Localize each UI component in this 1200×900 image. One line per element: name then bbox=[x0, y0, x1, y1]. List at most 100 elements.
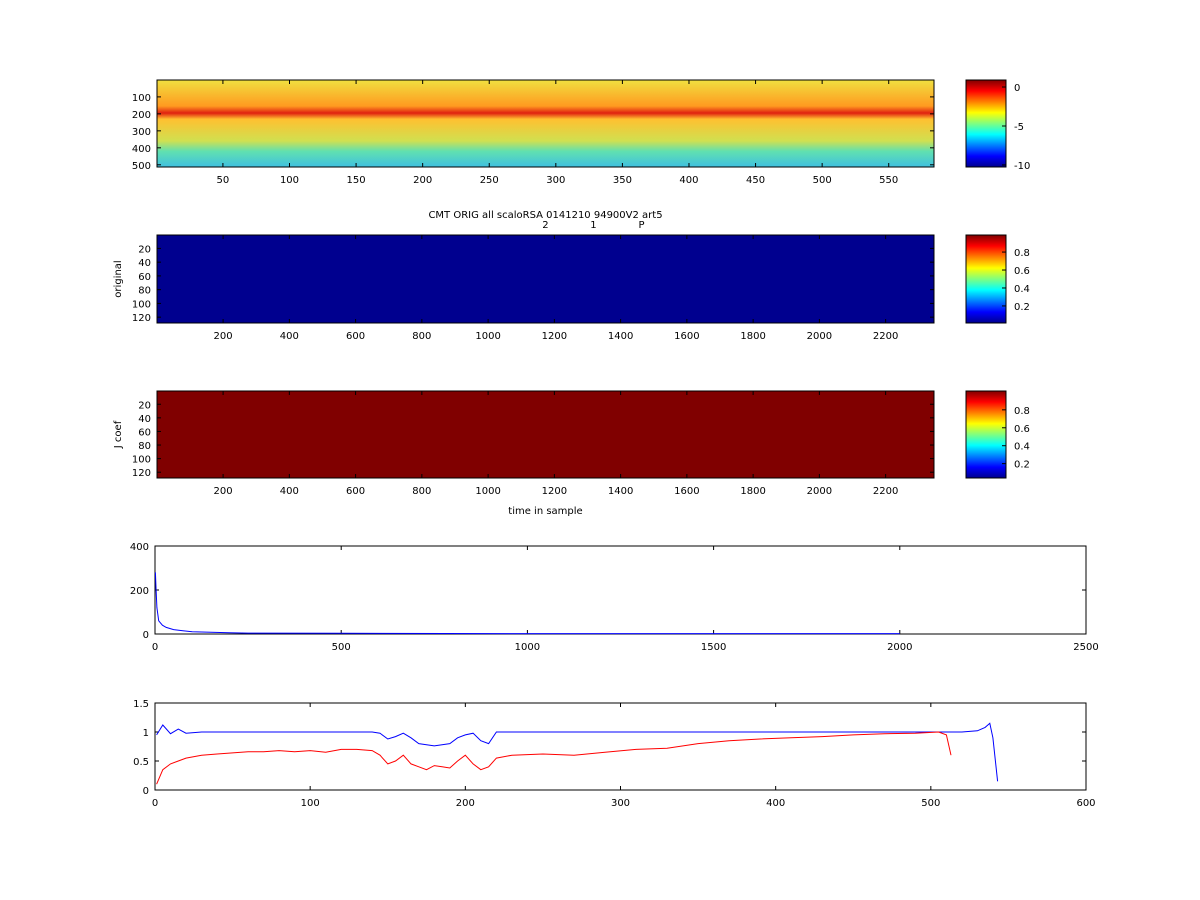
x-tick-label: 1800 bbox=[740, 486, 765, 497]
colorbar-tick-label: 0.4 bbox=[1014, 284, 1030, 295]
colorbar-tick-label: 0.8 bbox=[1014, 406, 1030, 417]
colorbar-box bbox=[965, 79, 1007, 168]
y-tick-label: 0 bbox=[143, 630, 149, 641]
x-tick-label: 600 bbox=[346, 486, 365, 497]
y-tick-label: 100 bbox=[132, 455, 151, 466]
y-tick-label: 40 bbox=[138, 414, 151, 425]
colorbar bbox=[966, 235, 1006, 323]
y-tick-label: 60 bbox=[138, 427, 151, 438]
y-tick-label: 40 bbox=[138, 258, 151, 269]
axes-box bbox=[156, 390, 935, 479]
x-tick-label: 450 bbox=[746, 175, 765, 186]
line-series bbox=[156, 722, 999, 782]
x-tick-label: 250 bbox=[480, 175, 499, 186]
x-tick-label: 400 bbox=[679, 175, 698, 186]
y-tick-label: 200 bbox=[130, 586, 149, 597]
annotation: 1 bbox=[590, 220, 596, 231]
x-tick-label: 1800 bbox=[740, 331, 765, 342]
axes-box bbox=[156, 234, 935, 324]
x-tick-label: 300 bbox=[611, 798, 630, 809]
y-tick-label: 0 bbox=[143, 786, 149, 797]
x-tick-label: 1600 bbox=[674, 486, 699, 497]
heatmap-image bbox=[157, 391, 934, 478]
x-tick-label: 800 bbox=[412, 486, 431, 497]
x-tick-label: 1500 bbox=[701, 642, 726, 653]
x-tick-label: 400 bbox=[766, 798, 785, 809]
x-tick-label: 600 bbox=[346, 331, 365, 342]
axes-box bbox=[156, 79, 935, 168]
x-tick-label: 1400 bbox=[608, 486, 633, 497]
x-tick-label: 1000 bbox=[475, 331, 500, 342]
x-tick-label: 300 bbox=[546, 175, 565, 186]
x-tick-label: 800 bbox=[412, 331, 431, 342]
y-axis-label: J coef bbox=[113, 420, 124, 449]
x-tick-label: 400 bbox=[280, 331, 299, 342]
y-tick-label: 120 bbox=[132, 468, 151, 479]
x-tick-label: 2200 bbox=[873, 486, 898, 497]
heatmap-image bbox=[157, 235, 934, 323]
y-tick-label: 20 bbox=[138, 400, 151, 411]
annotation: 2 bbox=[542, 220, 548, 231]
x-tick-label: 500 bbox=[332, 642, 351, 653]
x-tick-label: 2000 bbox=[807, 331, 832, 342]
y-tick-label: 1 bbox=[143, 728, 149, 739]
y-tick-label: 120 bbox=[132, 313, 151, 324]
y-tick-label: 20 bbox=[138, 244, 151, 255]
x-tick-label: 150 bbox=[347, 175, 366, 186]
chart-title: CMT ORIG all scaloRSA 0141210 94900V2 ar… bbox=[428, 210, 662, 221]
heatmap-image bbox=[157, 80, 934, 167]
x-tick-label: 1400 bbox=[608, 331, 633, 342]
x-tick-label: 100 bbox=[301, 798, 320, 809]
y-tick-label: 300 bbox=[132, 127, 151, 138]
y-tick-label: 1.5 bbox=[133, 699, 149, 710]
y-tick-label: 60 bbox=[138, 272, 151, 283]
y-tick-label: 100 bbox=[132, 93, 151, 104]
y-tick-label: 400 bbox=[132, 144, 151, 155]
colorbar bbox=[966, 80, 1006, 167]
axes-box bbox=[154, 702, 1087, 791]
line-series bbox=[156, 731, 952, 785]
x-tick-label: 200 bbox=[456, 798, 475, 809]
y-axis-label: original bbox=[113, 260, 124, 297]
x-tick-label: 500 bbox=[813, 175, 832, 186]
x-tick-label: 2200 bbox=[873, 331, 898, 342]
y-tick-label: 400 bbox=[130, 542, 149, 553]
x-tick-label: 2000 bbox=[807, 486, 832, 497]
colorbar-box bbox=[965, 390, 1007, 479]
x-tick-label: 1600 bbox=[674, 331, 699, 342]
colorbar-tick-label: 0 bbox=[1014, 83, 1020, 94]
colorbar-tick-label: -5 bbox=[1014, 122, 1024, 133]
annotation: P bbox=[638, 220, 644, 231]
colorbar-tick-label: 0.6 bbox=[1014, 424, 1030, 435]
colorbar-tick-label: -10 bbox=[1014, 161, 1030, 172]
x-tick-label: 600 bbox=[1076, 798, 1095, 809]
y-tick-label: 500 bbox=[132, 161, 151, 172]
x-tick-label: 200 bbox=[413, 175, 432, 186]
x-tick-label: 2500 bbox=[1073, 642, 1098, 653]
axes-box bbox=[154, 545, 1087, 635]
x-tick-label: 200 bbox=[214, 331, 233, 342]
x-tick-label: 500 bbox=[921, 798, 940, 809]
x-tick-label: 1000 bbox=[515, 642, 540, 653]
y-tick-label: 80 bbox=[138, 286, 151, 297]
y-tick-label: 80 bbox=[138, 441, 151, 452]
x-tick-label: 350 bbox=[613, 175, 632, 186]
x-tick-label: 0 bbox=[152, 798, 158, 809]
x-tick-label: 550 bbox=[879, 175, 898, 186]
colorbar-tick-label: 0.8 bbox=[1014, 248, 1030, 259]
x-tick-label: 0 bbox=[152, 642, 158, 653]
colorbar-tick-label: 0.2 bbox=[1014, 302, 1030, 313]
colorbar-box bbox=[965, 234, 1007, 324]
x-tick-label: 1000 bbox=[475, 486, 500, 497]
line-series bbox=[154, 572, 900, 635]
x-tick-label: 100 bbox=[280, 175, 299, 186]
x-axis-label: time in sample bbox=[508, 506, 582, 517]
x-tick-label: 1200 bbox=[542, 331, 567, 342]
x-tick-label: 50 bbox=[217, 175, 230, 186]
x-tick-label: 2000 bbox=[887, 642, 912, 653]
x-tick-label: 200 bbox=[214, 486, 233, 497]
colorbar-tick-label: 0.6 bbox=[1014, 266, 1030, 277]
colorbar-tick-label: 0.2 bbox=[1014, 460, 1030, 471]
x-tick-label: 1200 bbox=[542, 486, 567, 497]
